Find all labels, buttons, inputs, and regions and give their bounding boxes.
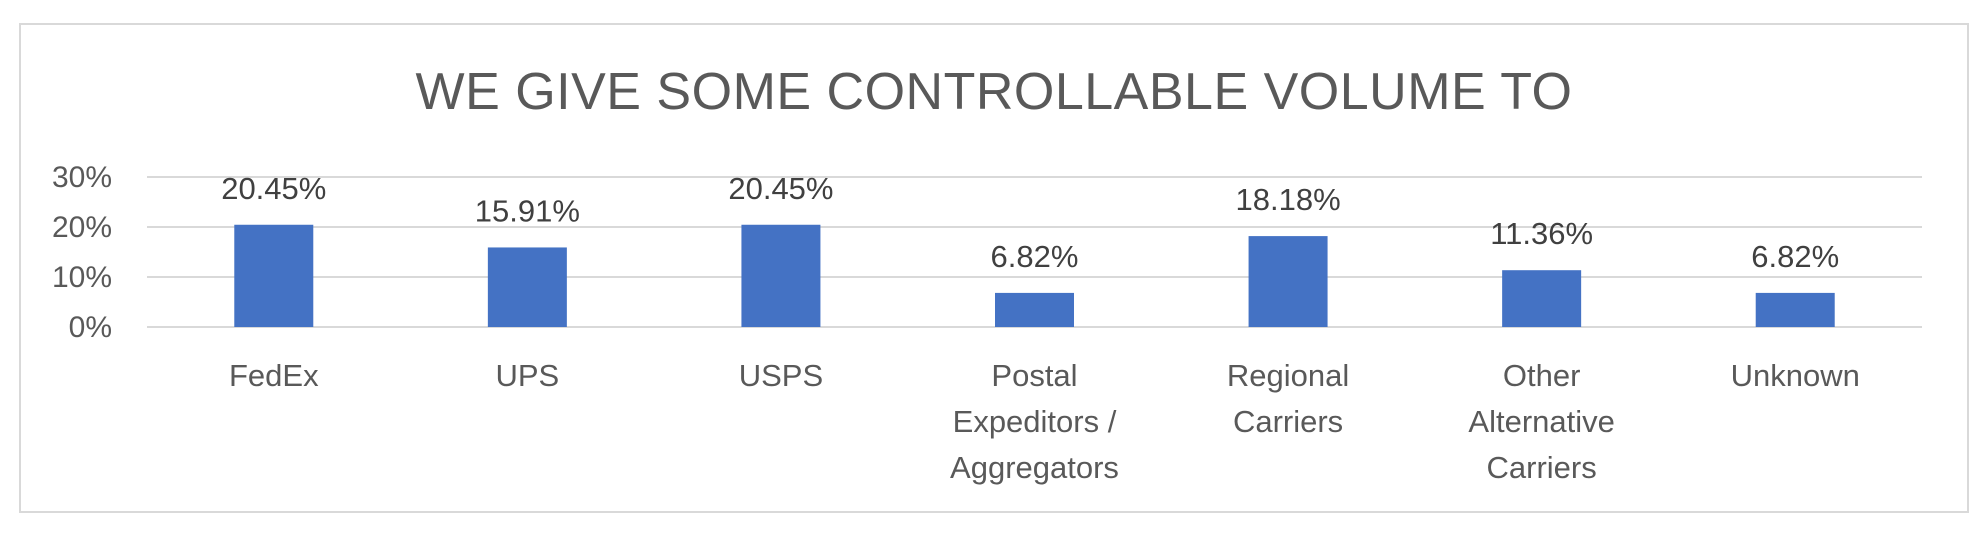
data-label: 6.82% [991, 239, 1079, 274]
category-label: Postal [991, 358, 1077, 393]
chart-title: WE GIVE SOME CONTROLLABLE VOLUME TO [415, 63, 1573, 121]
data-labels: 20.45% 15.91% 20.45% 6.82% 18.18% 11.36% 6.82% [221, 171, 1839, 274]
category-label: Regional [1227, 358, 1349, 393]
data-label: 18.18% [1236, 182, 1341, 217]
category-label: UPS [495, 358, 559, 393]
category-label: Aggregators [950, 450, 1119, 485]
x-axis: FedEx UPS USPS Postal Expeditors / Aggregator… [229, 358, 1860, 485]
bar [995, 292, 1074, 327]
bar [1502, 270, 1582, 327]
y-tick-label: 0% [69, 311, 112, 344]
data-label: 20.45% [221, 171, 326, 206]
y-tick-label: 30% [52, 161, 112, 194]
bar [1248, 236, 1328, 327]
bar [487, 247, 567, 327]
bar [1755, 292, 1835, 327]
data-label: 6.82% [1751, 239, 1839, 274]
bars [234, 224, 1835, 327]
bar [234, 224, 314, 327]
category-label: Carriers [1487, 450, 1597, 485]
y-tick-label: 20% [52, 211, 112, 244]
category-label: Expeditors / [953, 404, 1117, 439]
chart-frame [19, 23, 1969, 513]
y-tick-label: 10% [52, 261, 112, 294]
category-label: Carriers [1233, 404, 1343, 439]
category-label: Other [1503, 358, 1581, 393]
category-label: FedEx [229, 358, 319, 393]
category-label: Unknown [1731, 358, 1860, 393]
category-label: USPS [739, 358, 823, 393]
category-label: Alternative [1468, 404, 1614, 439]
bar [741, 224, 821, 327]
data-label: 20.45% [728, 171, 833, 206]
data-label: 15.91% [475, 193, 580, 228]
data-label: 11.36% [1490, 216, 1593, 251]
y-axis: 0% 10% 20% 30% [52, 161, 112, 344]
